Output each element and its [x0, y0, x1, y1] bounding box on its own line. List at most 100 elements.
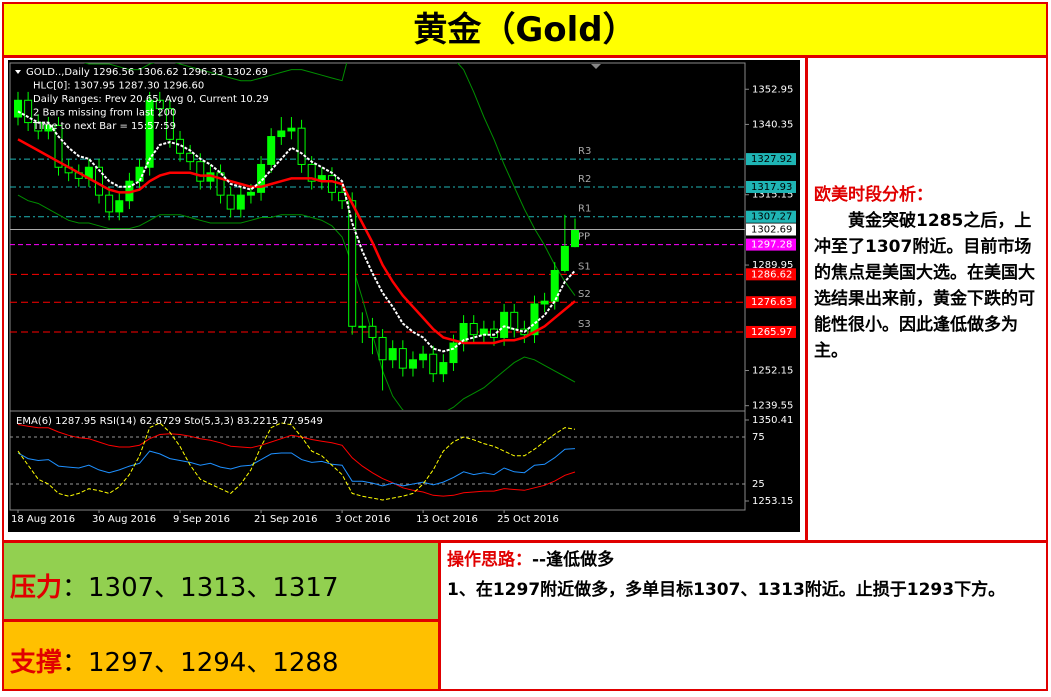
candle-body — [145, 99, 154, 168]
y-tick-label: 1352.95 — [752, 84, 793, 95]
candle-body — [307, 163, 316, 182]
candle-body — [348, 200, 357, 327]
pivot-name: R2 — [578, 174, 591, 185]
candle-body — [419, 353, 428, 361]
price-tag — [746, 268, 796, 281]
candle-body — [500, 311, 509, 338]
x-tick-label: 21 Sep 2016 — [254, 514, 317, 525]
candle-body — [297, 127, 306, 165]
candle-body — [338, 191, 347, 202]
main-window — [10, 63, 745, 410]
candle-body — [44, 124, 53, 132]
x-tick-label: 3 Oct 2016 — [335, 514, 390, 525]
strategy: 操作思路：--逢低做多 1、在1297附近做多，多单目标1307、1313附近。… — [439, 541, 1048, 691]
strategy-heading: 操作思路： — [447, 550, 532, 570]
y-tick-label: 1239.55 — [752, 401, 793, 412]
indicator-info: EMA(6) 1287.95 RSI(14) 62.6729 Sto(5,3,3… — [16, 416, 323, 427]
y2-tick-label: 1253.15 — [752, 496, 793, 507]
candle-body — [257, 163, 266, 193]
candle-body — [216, 172, 225, 196]
indicator-window — [10, 422, 745, 501]
current-price-tag — [746, 223, 796, 236]
y-tick-label: 1252.15 — [752, 366, 793, 377]
y-tick-label: 75 — [752, 432, 765, 443]
pivot-name: PP — [578, 232, 590, 243]
candle-body — [186, 152, 195, 163]
y-tick-label: 1340.35 — [752, 119, 793, 130]
candle-body — [408, 359, 417, 369]
price-tag-label: 1276.63 — [751, 297, 792, 308]
candle-body — [277, 130, 286, 138]
price-tag — [746, 180, 796, 193]
rsi-line — [17, 448, 576, 487]
candle-body — [236, 194, 245, 210]
price-tag — [746, 153, 796, 166]
current-price-label: 1302.69 — [751, 224, 792, 235]
candle-body — [429, 353, 438, 375]
ema-sub-line — [17, 424, 576, 497]
support-label: 支撑 — [10, 648, 63, 678]
analysis-heading: 欧美时段分析： — [814, 185, 933, 205]
pivot-name: S2 — [578, 289, 591, 300]
candle-body — [368, 325, 377, 338]
candle-body — [246, 191, 255, 196]
x-tick-label: 30 Aug 2016 — [92, 514, 156, 525]
x-tick-label: 9 Sep 2016 — [173, 514, 230, 525]
candle-body — [267, 136, 276, 165]
price-tag — [746, 210, 796, 223]
chart: GOLD..,Daily 1296.56 1306.62 1296.33 130… — [8, 60, 800, 532]
price-tag — [746, 296, 796, 309]
resistance-label: 压力 — [10, 573, 63, 603]
analysis: 欧美时段分析： 黄金突破1285之后，上冲至了1307附近。目前市场的焦点是美国… — [806, 56, 1048, 542]
pivot-name: R3 — [578, 146, 591, 157]
candle-body — [327, 175, 336, 193]
x-tick-label: 13 Oct 2016 — [416, 514, 478, 525]
chart-info: GOLD..,Daily 1296.56 1306.62 1296.33 130… — [26, 67, 268, 78]
price-tag-label: 1327.92 — [751, 154, 792, 165]
candle-body — [439, 362, 448, 375]
price-tag — [746, 325, 796, 338]
candle-body — [469, 323, 478, 336]
menu-triangle — [15, 70, 21, 74]
support: 支撑：1297、1294、1288 — [2, 620, 440, 691]
chart-info: Daily Ranges: Prev 20.65, Avg 0, Current… — [33, 94, 269, 105]
y-tick-label: 1315.15 — [752, 190, 793, 201]
candle-body — [196, 161, 205, 182]
candle-body — [489, 328, 498, 338]
y-tick-label: 1289.95 — [752, 260, 793, 271]
x-tick-label: 18 Aug 2016 — [11, 514, 75, 525]
analysis-body: 黄金突破1285之后，上冲至了1307附近。目前市场的焦点是美国大选。在美国大选… — [814, 211, 1035, 361]
candle-body — [560, 245, 569, 271]
candle-body — [287, 127, 296, 132]
stoch-line — [17, 422, 576, 501]
candle-body — [155, 99, 164, 110]
resistance: 压力：1307、1313、1317 — [2, 541, 440, 621]
candle-body — [54, 124, 63, 168]
candle-body — [165, 108, 174, 140]
price-tag-label: 1307.27 — [751, 212, 792, 223]
candle-body — [510, 311, 519, 330]
price-tag-label: 1265.97 — [751, 327, 792, 338]
candle-body — [540, 300, 549, 305]
title: 黄金（Gold） — [2, 2, 1048, 57]
candle-body — [105, 194, 114, 213]
price-tag-label: 1317.93 — [751, 182, 792, 193]
pivot-name: S1 — [578, 261, 591, 272]
chart-info: HLC[0]: 1307.95 1287.30 1296.60 — [33, 81, 204, 92]
candle-body — [115, 200, 124, 213]
candle-body — [24, 99, 33, 124]
candle-body — [550, 269, 559, 302]
candle-body — [449, 342, 458, 364]
candle-body — [358, 325, 367, 328]
plot-frame — [9, 62, 746, 511]
ema-line — [17, 110, 576, 353]
price-tag-label: 1297.28 — [751, 240, 792, 251]
pivot-name: S3 — [578, 319, 591, 330]
candle-body — [378, 336, 387, 361]
candle-body — [226, 194, 235, 210]
candle-body — [398, 348, 407, 369]
x-tick-label: 25 Oct 2016 — [497, 514, 559, 525]
resistance-values: ：1307、1313、1317 — [62, 573, 339, 603]
band-lower — [17, 194, 576, 410]
